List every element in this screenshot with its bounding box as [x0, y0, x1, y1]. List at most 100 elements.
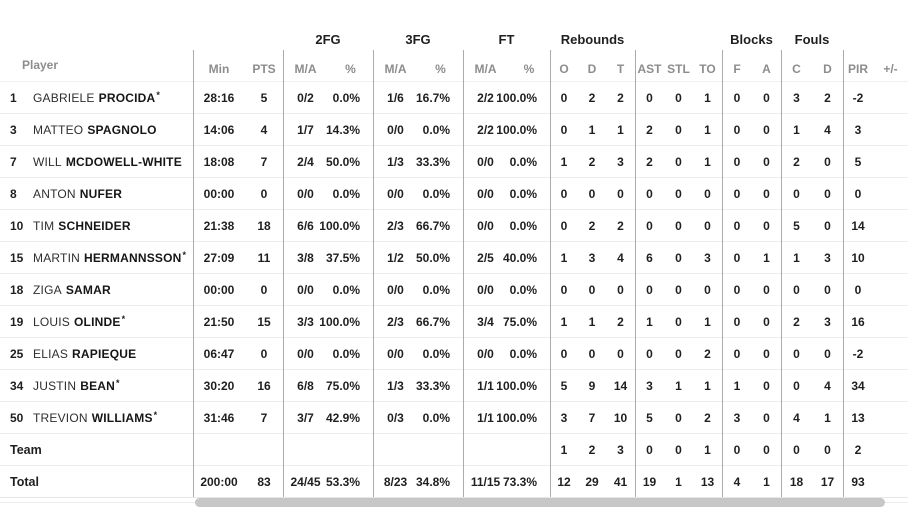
player-number: 19 [10, 314, 24, 329]
cell-reb-t: 0 [617, 186, 624, 201]
cell-2fg-pct: 53.3% [325, 474, 360, 489]
cell-reb-o: 5 [560, 378, 568, 393]
player-last-name: RAPIEQUE [72, 346, 137, 361]
horizontal-scrollbar-thumb[interactable] [195, 498, 885, 507]
player-number: 50 [10, 410, 24, 425]
cell-blk-a: 0 [763, 154, 770, 169]
table-body: 1 GABRIELE PROCIDA * 28:16 5 0/2 0.0% 1/6 16.7% 2/… [0, 81, 908, 497]
cell-reb-d: 1 [588, 314, 596, 329]
group-header-3fg: 3FG [405, 32, 431, 47]
cell-min: 18:08 [203, 154, 235, 169]
column-header-foul-c: C [792, 62, 801, 76]
column-separator [781, 50, 782, 497]
player-first-name: ZIGA [33, 282, 62, 297]
cell-ft-ma: 2/2 [477, 90, 494, 105]
player-last-name: SAMAR [65, 282, 111, 297]
cell-blk-f: 0 [733, 314, 741, 329]
cell-to: 1 [704, 378, 711, 393]
cell-ft-pct: 73.3% [502, 474, 537, 489]
cell-to: 1 [704, 442, 711, 457]
cell-blk-f: 0 [733, 186, 741, 201]
table-row-total: Total 200:00 83 24/45 53.3% 8/23 34.8% 11/15 73.… [0, 465, 908, 497]
cell-ft-ma: 3/4 [477, 314, 494, 329]
cell-plusminus [873, 434, 908, 465]
cell-ft-ma: 0/0 [477, 218, 494, 233]
column-header-blk-a: A [762, 62, 771, 76]
cell-foul-d: 0 [824, 218, 831, 233]
cell-foul-c: 0 [793, 282, 800, 297]
cell-ft-pct: 0.0% [509, 218, 537, 233]
cell-2fg-pct [328, 434, 373, 465]
cell-3fg-ma: 1/6 [387, 90, 404, 105]
player-cell: 15 MARTIN HERMANNSSON * [0, 242, 193, 273]
cell-foul-d: 4 [824, 122, 831, 137]
cell-foul-c: 1 [793, 122, 800, 137]
cell-min: 200:00 [200, 474, 238, 489]
cell-blk-a: 0 [763, 282, 770, 297]
cell-ast: 0 [646, 442, 653, 457]
cell-to: 1 [704, 122, 711, 137]
table-row-samar: 18 ZIGA SAMAR 00:00 0 0/0 0.0% 0/0 0.0% 0/0 0.0% 0 0… [0, 273, 908, 305]
cell-foul-d: 3 [824, 314, 831, 329]
cell-pts: 0 [260, 282, 268, 297]
cell-2fg-ma: 0/2 [297, 90, 314, 105]
cell-blk-a: 0 [763, 186, 770, 201]
cell-blk-f: 0 [733, 90, 741, 105]
cell-ft-pct: 100.0% [496, 122, 537, 137]
cell-min: 31:46 [203, 410, 235, 425]
cell-foul-c: 1 [793, 250, 800, 265]
cell-blk-a: 0 [763, 378, 770, 393]
cell-reb-t: 2 [617, 314, 624, 329]
cell-reb-d: 2 [588, 442, 596, 457]
column-separator [635, 50, 636, 497]
cell-ft-ma: 2/5 [477, 250, 494, 265]
cell-foul-d: 2 [824, 90, 831, 105]
cell-pts: 18 [257, 218, 271, 233]
cell-blk-a: 1 [763, 250, 770, 265]
cell-2fg-ma: 6/6 [297, 218, 314, 233]
column-header-blk-f: F [733, 62, 741, 76]
cell-2fg-ma: 0/0 [297, 282, 314, 297]
cell-2fg-pct: 0.0% [332, 346, 360, 361]
cell-plusminus [873, 402, 908, 433]
cell-reb-d: 2 [588, 218, 596, 233]
cell-pir: 0 [854, 186, 862, 201]
cell-reb-t: 41 [613, 474, 628, 489]
cell-3fg-pct [418, 434, 463, 465]
cell-ft-ma: 1/1 [477, 410, 494, 425]
cell-pts [245, 434, 283, 465]
cell-blk-f: 0 [733, 154, 741, 169]
cell-stl: 0 [675, 154, 682, 169]
cell-stl: 0 [675, 346, 682, 361]
cell-plusminus [873, 466, 908, 497]
cell-ft-pct: 40.0% [502, 250, 537, 265]
cell-blk-a: 0 [763, 410, 770, 425]
player-number: 25 [10, 346, 24, 361]
cell-stl: 0 [675, 218, 682, 233]
cell-stl: 1 [675, 474, 682, 489]
cell-2fg-pct: 75.0% [325, 378, 360, 393]
cell-plusminus [873, 210, 908, 241]
group-header-fouls: Fouls [794, 32, 830, 47]
cell-reb-d: 9 [588, 378, 596, 393]
cell-3fg-pct: 0.0% [422, 122, 450, 137]
row-label: Total [10, 474, 39, 489]
cell-2fg-pct: 0.0% [332, 186, 360, 201]
cell-3fg-pct: 16.7% [415, 90, 450, 105]
column-separator [843, 50, 844, 497]
starter-asterisk: * [153, 409, 158, 420]
table-row-team: Team 1 2 3 0 0 1 0 0 0 0 2 [0, 433, 908, 465]
table-row-procida: 1 GABRIELE PROCIDA * 28:16 5 0/2 0.0% 1/6 16.7% 2/… [0, 81, 908, 113]
cell-3fg-ma: 0/0 [387, 346, 404, 361]
column-separator [722, 50, 723, 497]
cell-3fg-pct: 50.0% [415, 250, 450, 265]
column-header-ast: AST [637, 62, 662, 76]
table-row-olinde: 19 LOUIS OLINDE * 21:50 15 3/3 100.0% 2/3 66.7% 3/… [0, 305, 908, 337]
column-header-ft-pct: % [523, 62, 535, 76]
column-header-reb-d: D [587, 62, 597, 76]
cell-reb-o: 0 [560, 186, 568, 201]
table-row-schneider: 10 TIM SCHNEIDER 21:38 18 6/6 100.0% 2/3 66.7% 0/… [0, 209, 908, 241]
cell-pts: 83 [257, 474, 271, 489]
table-row-spagnolo: 3 MATTEO SPAGNOLO 14:06 4 1/7 14.3% 0/0 0.0% 2/2 1… [0, 113, 908, 145]
cell-pts: 11 [257, 250, 271, 265]
